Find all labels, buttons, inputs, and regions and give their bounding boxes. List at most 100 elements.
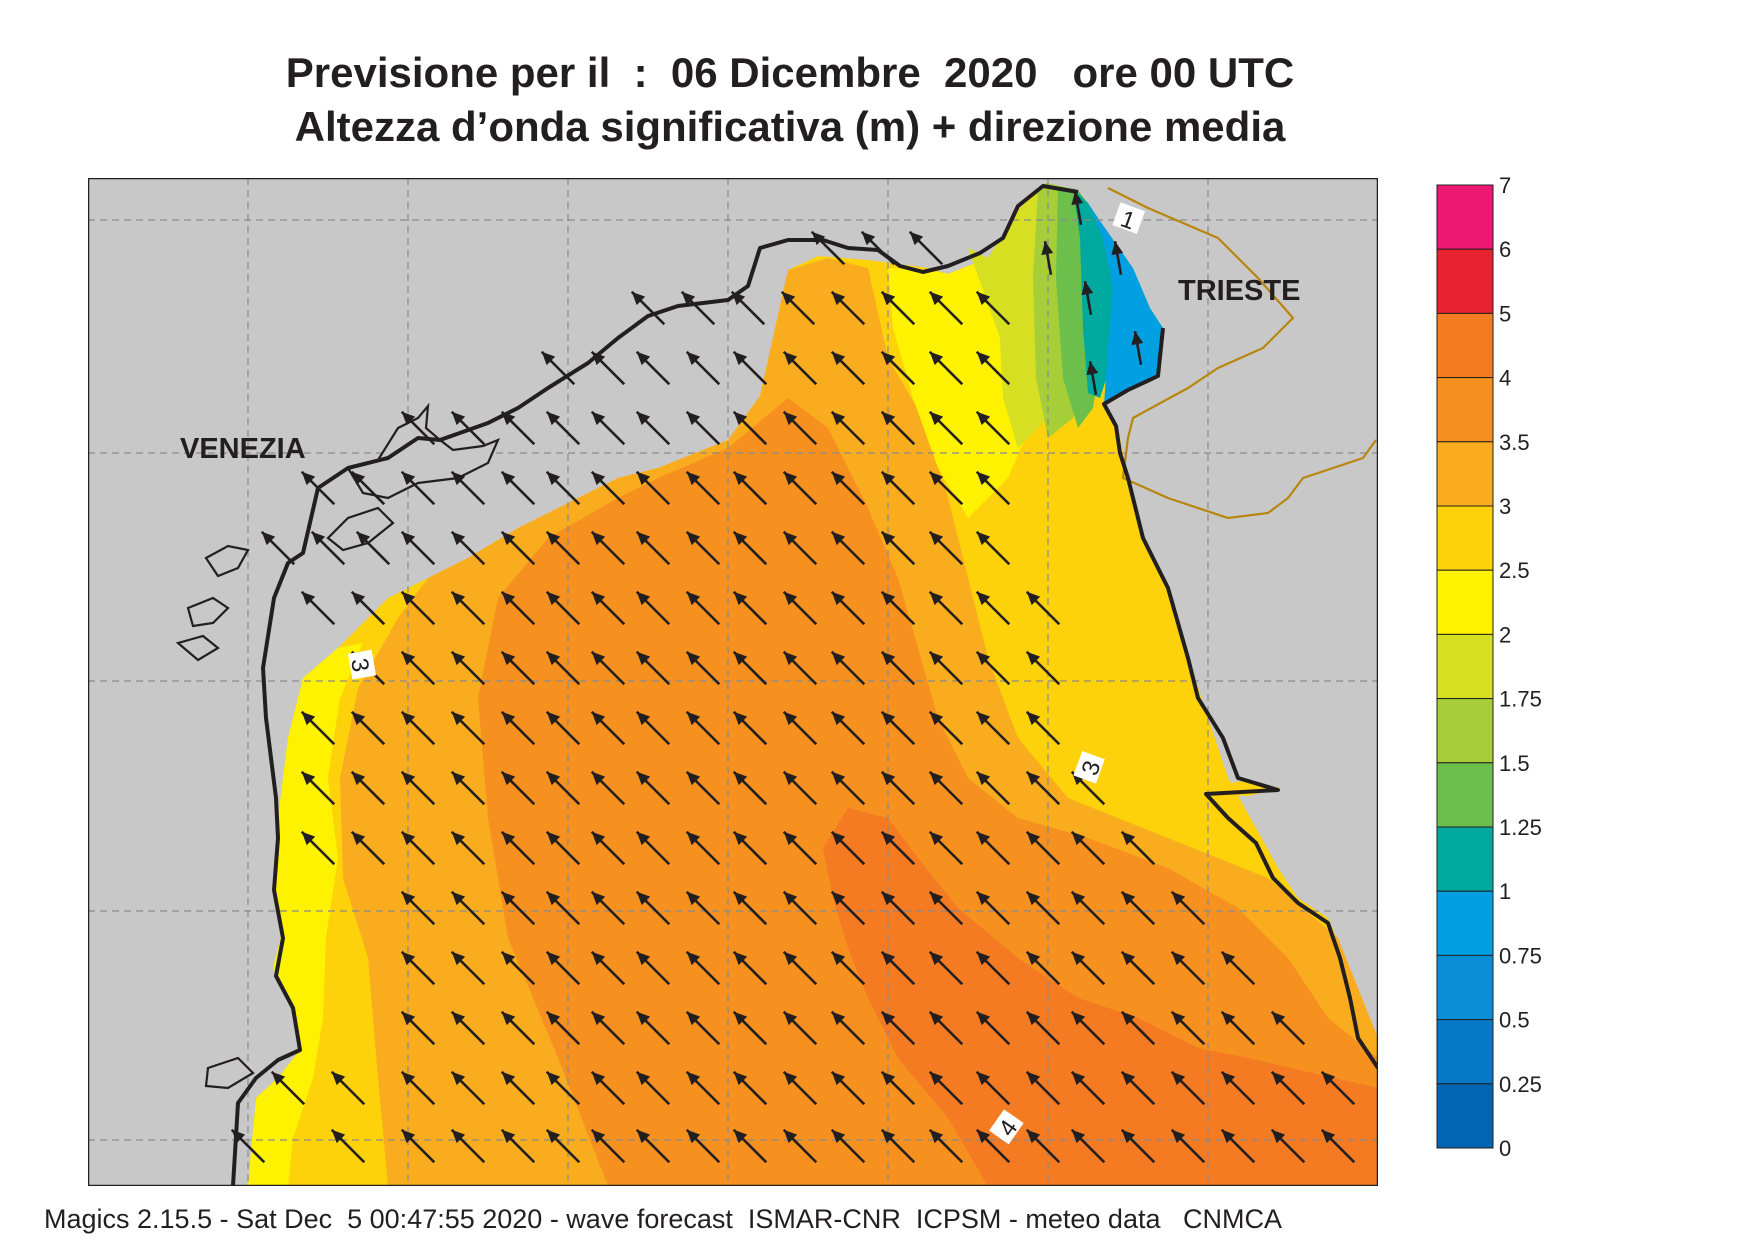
band-2-2.5-west (248, 643, 363, 1186)
wave-arrow-head (831, 591, 846, 606)
wave-arrow-head (976, 591, 991, 606)
wave-arrow-head (1071, 1129, 1086, 1144)
wave-arrow-head (546, 411, 561, 426)
wave-arrow-head (1026, 951, 1041, 966)
wave-arrow-head (636, 1071, 651, 1086)
wave-arrow-head (976, 351, 991, 366)
wave-arrow-head (929, 891, 944, 906)
wave-arrow-head (501, 891, 516, 906)
wave-arrow-head (401, 1129, 416, 1144)
wave-arrow-head (831, 1071, 846, 1086)
wave-arrow-head (271, 1071, 286, 1086)
wave-arrow-head (301, 471, 316, 486)
wave-arrow-head (686, 471, 701, 486)
wave-arrow-head (831, 711, 846, 726)
wave-arrow-head (636, 831, 651, 846)
wave-arrow-head (501, 1071, 516, 1086)
wave-arrow-head (546, 891, 561, 906)
wave-arrow-head (501, 651, 516, 666)
colorbar-swatch (1436, 1083, 1494, 1149)
wave-arrow-head (1121, 1129, 1136, 1144)
wave-arrow-head (591, 891, 606, 906)
wave-arrow-head (881, 531, 896, 546)
wave-arrow-head (731, 291, 746, 306)
wave-arrow-head (831, 1011, 846, 1026)
wave-arrow-head (686, 351, 701, 366)
wave-arrow-head (636, 1129, 651, 1144)
wave-arrow-head (831, 471, 846, 486)
istria-coast-band (1078, 478, 1228, 788)
wave-arrow-head (546, 1011, 561, 1026)
wave-arrow-head (1026, 1011, 1041, 1026)
graticule (88, 178, 1378, 1186)
colorbar-swatch (1436, 312, 1494, 379)
wave-arrow-head (451, 411, 466, 426)
wave-arrow-head (401, 1071, 416, 1086)
wave-arrow-head (1121, 831, 1136, 846)
wave-arrow-head (686, 1129, 701, 1144)
wave-arrow-head (501, 951, 516, 966)
wave-arrow-head (733, 1071, 748, 1086)
wave-arrow-head (831, 351, 846, 366)
wave-arrow-head (783, 831, 798, 846)
wave-arrow-head (1086, 361, 1099, 376)
wave-arrow-head (1071, 891, 1086, 906)
wave-arrow-head (783, 591, 798, 606)
wave-arrow-head (1121, 891, 1136, 906)
wave-arrow-head (733, 411, 748, 426)
wave-arrow-head (501, 591, 516, 606)
band-gulf-0.75 (1088, 203, 1163, 404)
wave-arrow-head (401, 951, 416, 966)
wave-arrow-head (501, 471, 516, 486)
national-border (1107, 187, 1377, 520)
wave-arrow-head (881, 1129, 896, 1144)
wave-arrow-head (929, 1129, 944, 1144)
wave-arrow-head (636, 771, 651, 786)
wave-arrow-head (591, 951, 606, 966)
wave-arrow-head (976, 471, 991, 486)
wave-arrow-head (783, 651, 798, 666)
wave-arrow-head (733, 711, 748, 726)
coastline (231, 184, 1079, 1186)
wave-arrow-head (451, 1071, 466, 1086)
wave-arrow-head (1026, 1071, 1041, 1086)
wave-arrow-head (783, 951, 798, 966)
wave-arrow-head (591, 1071, 606, 1086)
colorbar-label: 1.75 (1499, 687, 1542, 712)
wave-arrow-head (686, 411, 701, 426)
wave-arrow-head (831, 531, 846, 546)
wave-arrow-head (1271, 1071, 1286, 1086)
wave-arrow-head (636, 1011, 651, 1026)
wave-arrow-head (401, 831, 416, 846)
wave-arrow-head (591, 351, 606, 366)
wave-arrow-head (356, 531, 371, 546)
wave-arrow-head (686, 1071, 701, 1086)
colorbar-label: 2.5 (1499, 558, 1530, 583)
wave-arrow-head (331, 1071, 346, 1086)
wave-arrow-head (1271, 1011, 1286, 1026)
wave-arrow-head (451, 651, 466, 666)
wave-arrow-head (1131, 331, 1144, 346)
colorbar-label: 0 (1499, 1136, 1511, 1161)
wave-arrow-head (733, 831, 748, 846)
wave-arrow-head (976, 411, 991, 426)
wave-arrow-head (881, 651, 896, 666)
wave-arrow-head (401, 711, 416, 726)
wave-arrow-head (501, 1129, 516, 1144)
wave-arrow-head (976, 891, 991, 906)
wave-arrow-head (351, 771, 366, 786)
wave-arrow-head (1071, 1011, 1086, 1026)
wave-arrow-head (451, 771, 466, 786)
wave-arrow-head (811, 231, 826, 246)
wave-arrow-head (546, 1071, 561, 1086)
wave-arrow-head (733, 1011, 748, 1026)
wave-arrow-head (546, 471, 561, 486)
wave-arrow-head (351, 711, 366, 726)
wave-arrow-head (929, 711, 944, 726)
band-3.5-4 (478, 398, 1378, 1186)
wave-arrow-head (831, 951, 846, 966)
wave-arrow-head (783, 891, 798, 906)
wave-arrow-head (783, 771, 798, 786)
colorbar-swatch (1436, 890, 1494, 956)
wave-arrow-head (783, 1071, 798, 1086)
